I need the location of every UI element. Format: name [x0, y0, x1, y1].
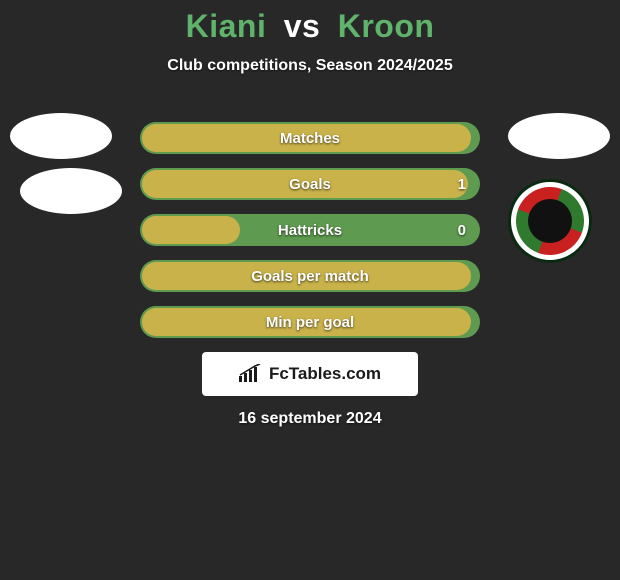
bar-label: Hattricks — [140, 214, 480, 246]
player2-club-logo — [500, 177, 600, 265]
stat-row: Min per goal — [140, 306, 480, 338]
player2-avatar-placeholder — [508, 113, 610, 159]
club-logo-icon — [508, 179, 592, 263]
title-player1: Kiani — [186, 8, 267, 44]
brand-badge: FcTables.com — [202, 352, 418, 396]
bar-label: Goals — [140, 168, 480, 200]
subtitle: Club competitions, Season 2024/2025 — [0, 57, 620, 75]
stat-row: Hattricks0 — [140, 214, 480, 246]
date-text: 16 september 2024 — [0, 410, 620, 428]
brand-text: FcTables.com — [269, 364, 381, 384]
player1-avatar-placeholder — [10, 113, 112, 159]
bar-label: Goals per match — [140, 260, 480, 292]
stat-row: Goals per match — [140, 260, 480, 292]
player1-club-placeholder — [20, 168, 122, 214]
stat-row: Matches — [140, 122, 480, 154]
bar-label: Matches — [140, 122, 480, 154]
stat-bars: Matches Goals1 Hattricks0 Goals per match Mi… — [140, 122, 480, 352]
chart-bars-icon — [239, 364, 263, 384]
title-player2: Kroon — [338, 8, 435, 44]
page-title: Kiani vs Kroon — [0, 0, 620, 45]
content: Kiani vs Kroon Club competitions, Season… — [0, 0, 620, 580]
bar-label: Min per goal — [140, 306, 480, 338]
stat-row: Goals1 — [140, 168, 480, 200]
bar-value: 1 — [458, 168, 466, 200]
bar-value: 0 — [458, 214, 466, 246]
title-vs: vs — [284, 8, 321, 44]
